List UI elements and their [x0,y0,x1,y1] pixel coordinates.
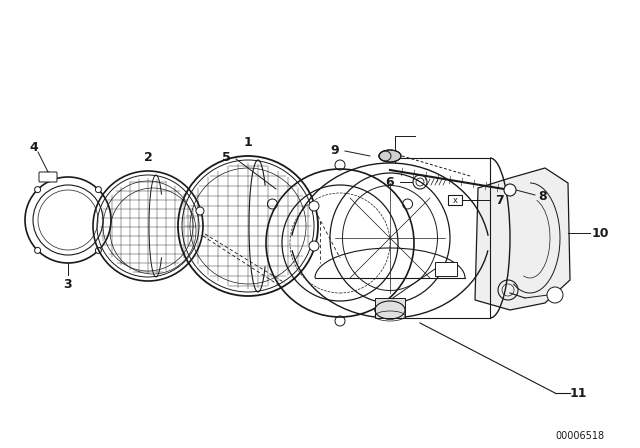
Polygon shape [475,168,570,310]
Text: 3: 3 [64,277,72,290]
Text: x: x [452,195,458,204]
Text: 1: 1 [244,135,252,148]
FancyBboxPatch shape [39,172,57,182]
FancyBboxPatch shape [435,262,457,276]
Circle shape [547,287,563,303]
Text: 2: 2 [143,151,152,164]
Circle shape [504,184,516,196]
Circle shape [95,187,101,193]
Circle shape [35,187,40,193]
Ellipse shape [375,301,405,319]
Text: 9: 9 [331,143,339,156]
Circle shape [196,207,204,215]
Text: 11: 11 [569,387,587,400]
Circle shape [309,201,319,211]
Circle shape [309,241,319,251]
Text: 8: 8 [539,190,547,202]
Ellipse shape [379,150,401,162]
Text: 00006518: 00006518 [556,431,605,441]
Circle shape [35,247,40,254]
Circle shape [95,247,101,254]
Text: 6: 6 [386,176,394,189]
Text: 7: 7 [495,194,504,207]
FancyBboxPatch shape [448,195,462,205]
Text: 5: 5 [221,151,230,164]
FancyBboxPatch shape [375,298,405,318]
Text: 4: 4 [29,141,38,154]
Text: 10: 10 [591,227,609,240]
